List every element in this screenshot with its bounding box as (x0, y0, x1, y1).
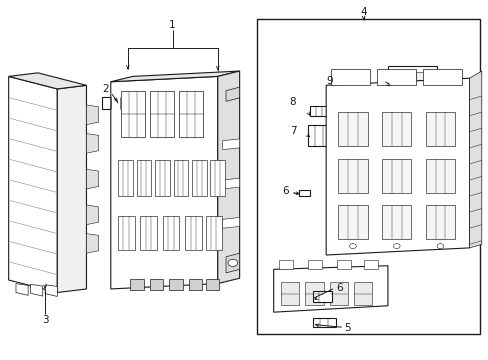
Bar (425, 158, 454, 193)
Bar (192, 160, 206, 196)
Bar (307, 125, 330, 146)
Polygon shape (222, 217, 239, 228)
Polygon shape (86, 134, 99, 153)
Bar (312, 292, 331, 302)
Bar (155, 160, 169, 196)
Bar (397, 84, 407, 91)
Bar (330, 69, 369, 85)
Bar (185, 216, 201, 249)
Bar (298, 190, 309, 196)
Bar (423, 69, 461, 85)
Polygon shape (9, 73, 86, 89)
Text: 9: 9 (326, 76, 333, 86)
Bar (305, 282, 323, 305)
Text: 6: 6 (335, 283, 342, 293)
Polygon shape (222, 139, 239, 150)
Bar (149, 91, 174, 137)
Polygon shape (86, 205, 99, 225)
Text: 2: 2 (102, 84, 109, 94)
Circle shape (227, 259, 237, 266)
Bar (188, 279, 202, 290)
Polygon shape (111, 71, 239, 82)
Bar (425, 112, 454, 146)
Bar (381, 205, 410, 239)
Bar (381, 112, 410, 146)
Bar (338, 205, 367, 239)
Text: 7: 7 (289, 126, 296, 136)
Bar (256, 19, 479, 334)
Polygon shape (225, 253, 239, 273)
Bar (118, 216, 134, 249)
Polygon shape (86, 105, 99, 125)
Polygon shape (468, 71, 481, 248)
Bar (120, 91, 144, 137)
Text: 6: 6 (282, 186, 288, 197)
Polygon shape (57, 85, 86, 293)
Bar (329, 282, 347, 305)
Polygon shape (225, 87, 239, 102)
Text: 3: 3 (42, 315, 48, 325)
Bar (118, 160, 132, 196)
Polygon shape (273, 266, 387, 312)
Polygon shape (30, 284, 42, 296)
Bar (397, 72, 407, 80)
Bar (140, 216, 157, 249)
Bar (205, 279, 219, 290)
Bar (338, 112, 367, 146)
Bar (415, 84, 425, 91)
Polygon shape (45, 285, 57, 296)
Bar (163, 216, 179, 249)
Bar (281, 282, 299, 305)
Polygon shape (325, 78, 468, 255)
Bar (380, 76, 387, 87)
Bar (387, 66, 436, 98)
Bar (363, 260, 377, 269)
Circle shape (392, 244, 399, 249)
Bar (169, 279, 183, 290)
Circle shape (349, 244, 356, 249)
Polygon shape (222, 178, 239, 189)
Polygon shape (217, 71, 239, 284)
Bar (376, 69, 415, 85)
Polygon shape (16, 284, 28, 296)
Bar (136, 160, 151, 196)
Bar (130, 279, 143, 290)
Bar (102, 97, 128, 109)
Text: 8: 8 (288, 97, 295, 107)
Bar (205, 216, 222, 249)
Bar (353, 282, 372, 305)
Bar (179, 91, 203, 137)
Bar (415, 72, 425, 80)
Polygon shape (9, 76, 57, 293)
Bar (336, 260, 351, 269)
Text: 5: 5 (344, 323, 350, 333)
Bar (210, 160, 224, 196)
Circle shape (436, 244, 443, 249)
Bar (173, 160, 188, 196)
Polygon shape (86, 234, 99, 253)
Text: 4: 4 (360, 7, 366, 17)
Text: 1: 1 (169, 19, 176, 30)
Bar (149, 279, 163, 290)
Polygon shape (111, 76, 217, 289)
Bar (425, 205, 454, 239)
Polygon shape (86, 169, 99, 189)
Bar (307, 260, 322, 269)
Bar (381, 158, 410, 193)
Bar (278, 260, 292, 269)
Bar (312, 318, 335, 327)
Bar (309, 106, 327, 116)
Bar (338, 158, 367, 193)
